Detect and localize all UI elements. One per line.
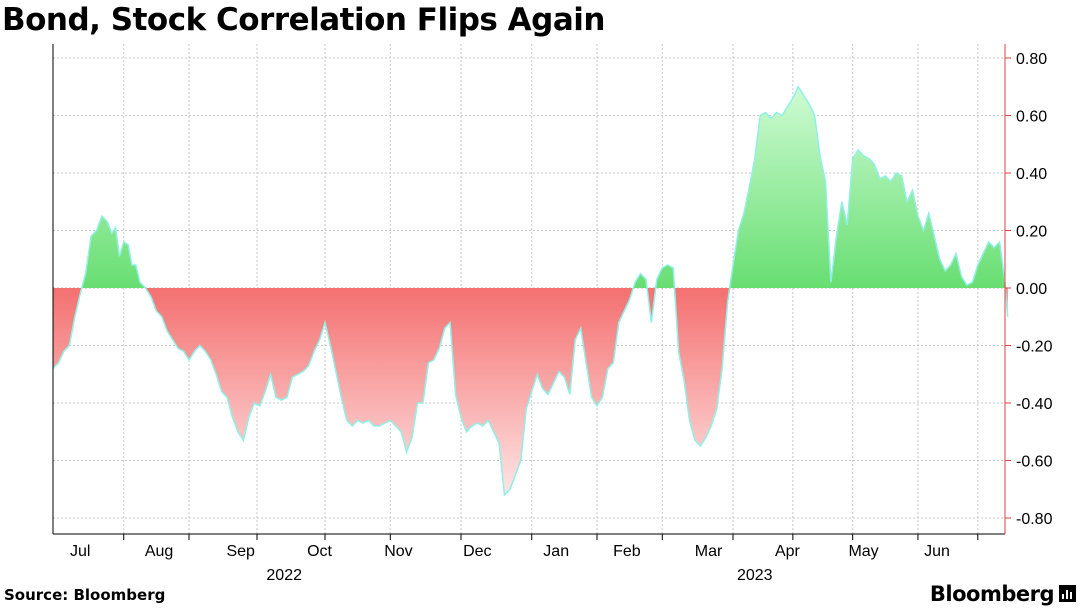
x-tick-label: Jan	[543, 543, 569, 560]
y-tick-label: -0.80	[1016, 511, 1053, 528]
x-tick-label: Aug	[145, 543, 173, 560]
area-series	[52, 85, 1009, 497]
x-tick-label: Mar	[695, 543, 723, 560]
x-tick-label: Oct	[307, 543, 332, 560]
series-line	[52, 85, 1009, 497]
axes	[52, 44, 1011, 540]
y-tick-label: 0.40	[1016, 166, 1047, 183]
x-tick-label: Nov	[384, 543, 412, 560]
x-tick-label: Sep	[226, 543, 255, 560]
chart-title: Bond, Stock Correlation Flips Again	[2, 2, 605, 38]
axis-labels: 0.80 0.60 0.40 0.20 0.00 -0.20 -0.40 -0.60 -0.80…	[70, 51, 1053, 584]
x-tick-label: Apr	[775, 543, 801, 560]
y-tick-label: -0.60	[1016, 454, 1053, 471]
y-tick-label: 0.00	[1016, 281, 1047, 298]
y-tick-label: -0.40	[1016, 396, 1053, 413]
x-tick-label: Jun	[924, 543, 950, 560]
x-tick-label: Dec	[463, 543, 491, 560]
y-tick-label: 0.60	[1016, 109, 1047, 126]
y-tick-label: 0.20	[1016, 224, 1047, 241]
x-tick-label: Jul	[70, 543, 90, 560]
x-year-label: 2022	[266, 567, 302, 584]
positive-area	[53, 86, 1008, 288]
negative-area	[53, 288, 1008, 495]
x-year-label: 2023	[737, 567, 773, 584]
bloomberg-logo: Bloomberg	[929, 582, 1055, 606]
x-tick-label: Feb	[613, 543, 641, 560]
y-tick-label: 0.80	[1016, 51, 1047, 68]
source-label: Source: Bloomberg	[4, 586, 166, 604]
x-tick-label: May	[848, 543, 878, 560]
y-tick-label: -0.20	[1016, 339, 1053, 356]
bloomberg-terminal-icon	[1059, 585, 1076, 602]
